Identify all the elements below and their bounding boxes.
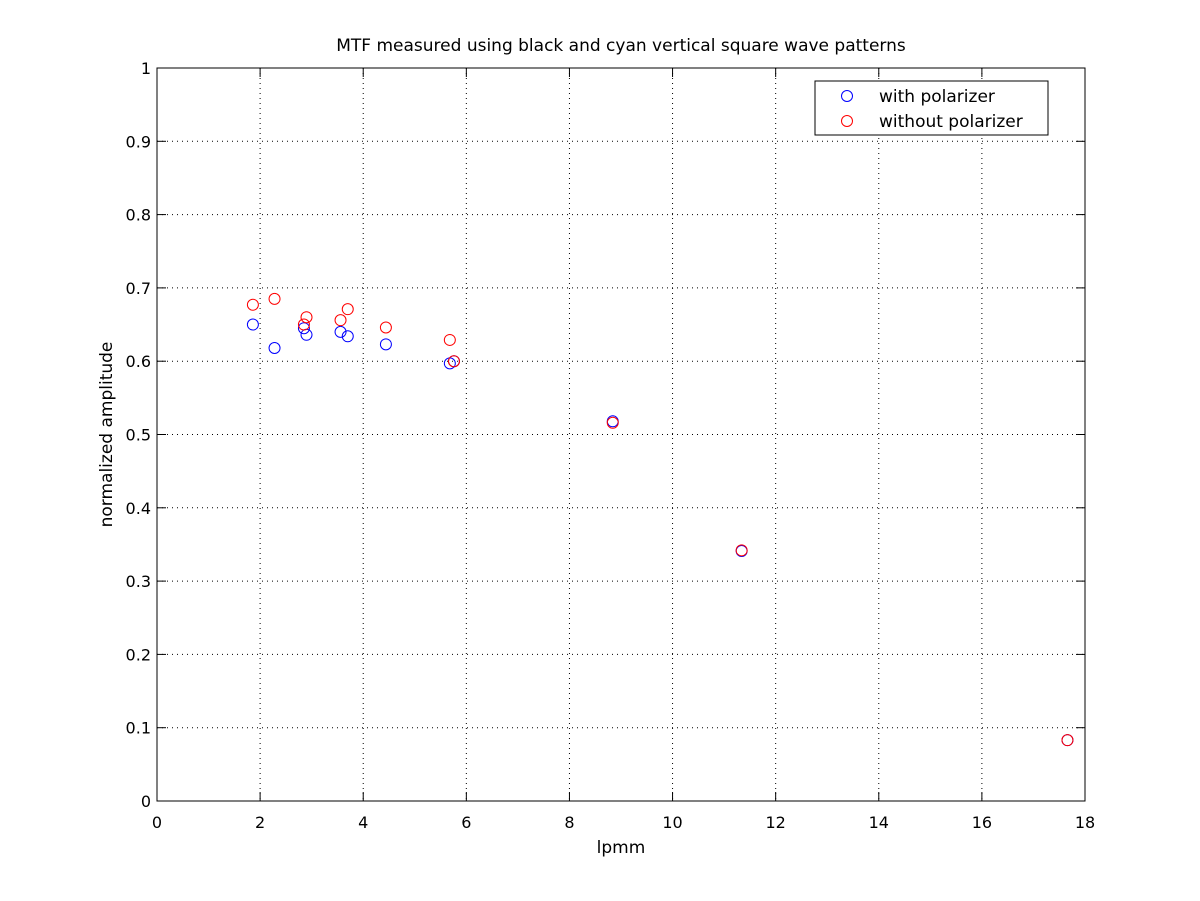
without-polarizer-point [268,292,281,305]
with-polarizer-point [268,342,281,355]
without-polarizer-point [443,333,456,346]
without-polarizer-point [341,303,354,316]
x-tick-label: 18 [1075,813,1095,832]
legend-entries: with polarizer without polarizer [841,87,1023,132]
with-polarizer-point [246,318,259,331]
with-polarizer-point [334,325,347,338]
x-tick-label: 10 [662,813,682,832]
x-tick-label: 16 [972,813,992,832]
y-tick-label: 0.8 [126,206,151,225]
x-tick-label: 0 [152,813,162,832]
y-tick-label: 0.9 [126,132,151,151]
y-tick-label: 1 [141,59,151,78]
y-tick-label: 0.7 [126,279,151,298]
y-tick-label: 0.4 [126,499,151,518]
y-tick-label: 0.6 [126,352,151,371]
legend-marker [841,115,853,127]
without-polarizer-point [379,321,392,334]
x-tick-label: 2 [255,813,265,832]
legend-marker [841,90,853,102]
x-tick-label: 12 [765,813,785,832]
x-tick-label: 8 [564,813,574,832]
without-polarizer-point [606,416,619,429]
y-tick-label: 0.2 [126,645,151,664]
data-points [246,292,1074,747]
y-axis-label: normalized amplitude [97,342,117,528]
without-polarizer-point [735,544,748,557]
tick-labels: 0 2 4 6 8 10 12 14 16 18 0 0.1 0.2 0.3 0.4 0.5 0.6 0.7 0.8… [126,59,1096,832]
without-polarizer-point [334,314,347,327]
with-polarizer-point [341,330,354,343]
axis-ticks [156,67,1086,802]
chart-title: MTF measured using black and cyan vertic… [336,36,906,56]
y-tick-label: 0.1 [126,719,151,738]
without-polarizer-point [297,318,310,331]
grid-lines [157,68,1085,801]
legend-label: with polarizer [879,87,995,107]
y-tick-label: 0.3 [126,572,151,591]
legend: with polarizer without polarizer [814,80,1049,136]
y-tick-label: 0.5 [126,426,151,445]
x-tick-label: 4 [358,813,368,832]
legend-label: without polarizer [879,112,1023,132]
without-polarizer-point [1061,734,1074,747]
x-axis-label: lpmm [597,838,646,858]
x-tick-label: 14 [869,813,889,832]
x-tick-label: 6 [461,813,471,832]
without-polarizer-point [246,298,259,311]
without-polarizer-point [300,311,313,324]
without-polarizer-point [447,355,460,368]
y-tick-label: 0 [141,792,151,811]
with-polarizer-point [379,338,392,351]
legend-box [814,80,1049,136]
with-polarizer-point [297,322,310,335]
